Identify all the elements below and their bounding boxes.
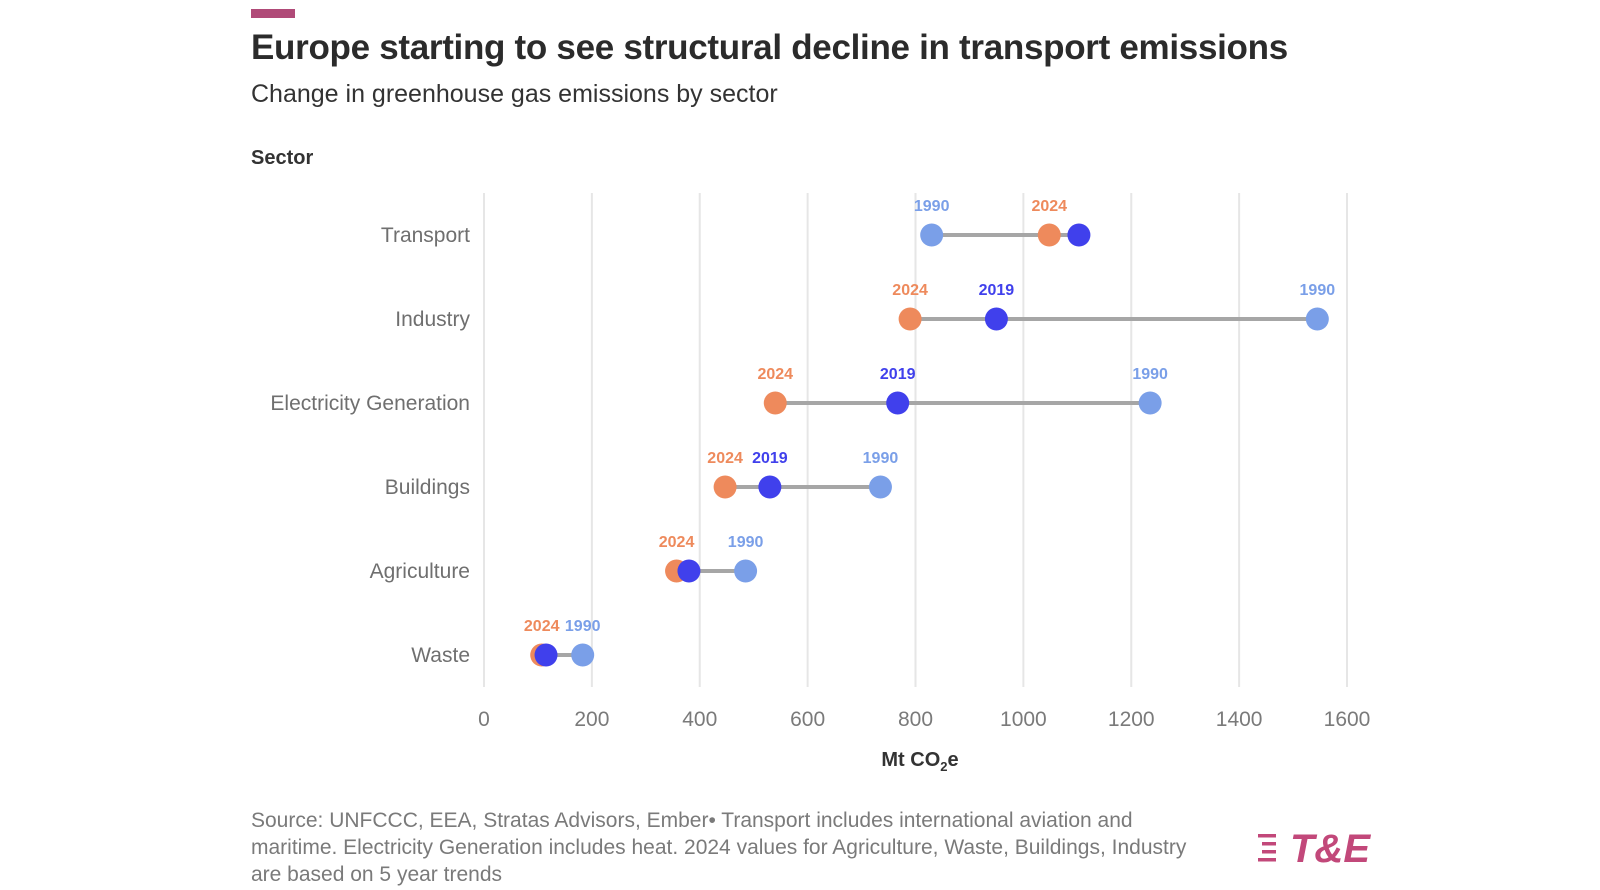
data-label: 1990 <box>1132 366 1168 383</box>
x-tick-label: 400 <box>682 708 717 731</box>
x-tick-label: 1200 <box>1108 708 1155 731</box>
point-2024 <box>1037 223 1061 247</box>
point-2019 <box>534 643 558 667</box>
te-logo: T&E <box>1258 827 1371 870</box>
y-tick-label: Industry <box>395 308 470 331</box>
data-label: 1990 <box>863 450 899 467</box>
x-axis-title: Mt CO2e <box>881 749 959 774</box>
data-label: 2024 <box>1031 198 1067 215</box>
point-2019 <box>984 307 1008 331</box>
chart-subtitle: Change in greenhouse gas emissions by se… <box>251 80 778 108</box>
point-1990 <box>571 643 595 667</box>
data-label: 2024 <box>524 618 560 635</box>
y-tick-label: Transport <box>381 224 470 247</box>
accent-bar <box>251 9 295 18</box>
x-tick-label: 1400 <box>1216 708 1263 731</box>
point-1990 <box>920 223 944 247</box>
point-2019 <box>886 391 910 415</box>
data-label: 1990 <box>728 534 764 551</box>
data-label: 2019 <box>752 450 788 467</box>
point-2024 <box>898 307 922 331</box>
chart-title: Europe starting to see structural declin… <box>251 28 1288 67</box>
y-tick-label: Agriculture <box>370 560 470 583</box>
point-1990 <box>868 475 892 499</box>
x-tick-label: 600 <box>790 708 825 731</box>
x-tick-label: 1600 <box>1324 708 1371 731</box>
data-label: 1990 <box>914 198 950 215</box>
data-label: 2024 <box>659 534 695 551</box>
x-tick-label: 1000 <box>1000 708 1047 731</box>
data-label: 2019 <box>880 366 916 383</box>
point-1990 <box>734 559 758 583</box>
y-axis-title: Sector <box>251 147 314 169</box>
point-2019 <box>1067 223 1091 247</box>
x-tick-label: 0 <box>478 708 490 731</box>
stripes-icon <box>1258 834 1276 862</box>
point-2024 <box>713 475 737 499</box>
source-note: Source: UNFCCC, EEA, Stratas Advisors, E… <box>251 809 1187 886</box>
x-tick-label: 200 <box>574 708 609 731</box>
point-1990 <box>1138 391 1162 415</box>
y-tick-label: Electricity Generation <box>270 392 470 415</box>
point-2019 <box>758 475 782 499</box>
logo-text: T&E <box>1290 827 1371 870</box>
data-label: 2019 <box>979 282 1015 299</box>
data-label: 1990 <box>565 618 601 635</box>
data-label: 2024 <box>892 282 928 299</box>
point-2024 <box>763 391 787 415</box>
y-tick-label: Buildings <box>385 476 470 499</box>
point-1990 <box>1305 307 1329 331</box>
data-label: 1990 <box>1300 282 1336 299</box>
data-label: 2024 <box>707 450 743 467</box>
x-tick-label: 800 <box>898 708 933 731</box>
point-2019 <box>677 559 701 583</box>
data-label: 2024 <box>757 366 793 383</box>
y-tick-label: Waste <box>411 644 470 667</box>
